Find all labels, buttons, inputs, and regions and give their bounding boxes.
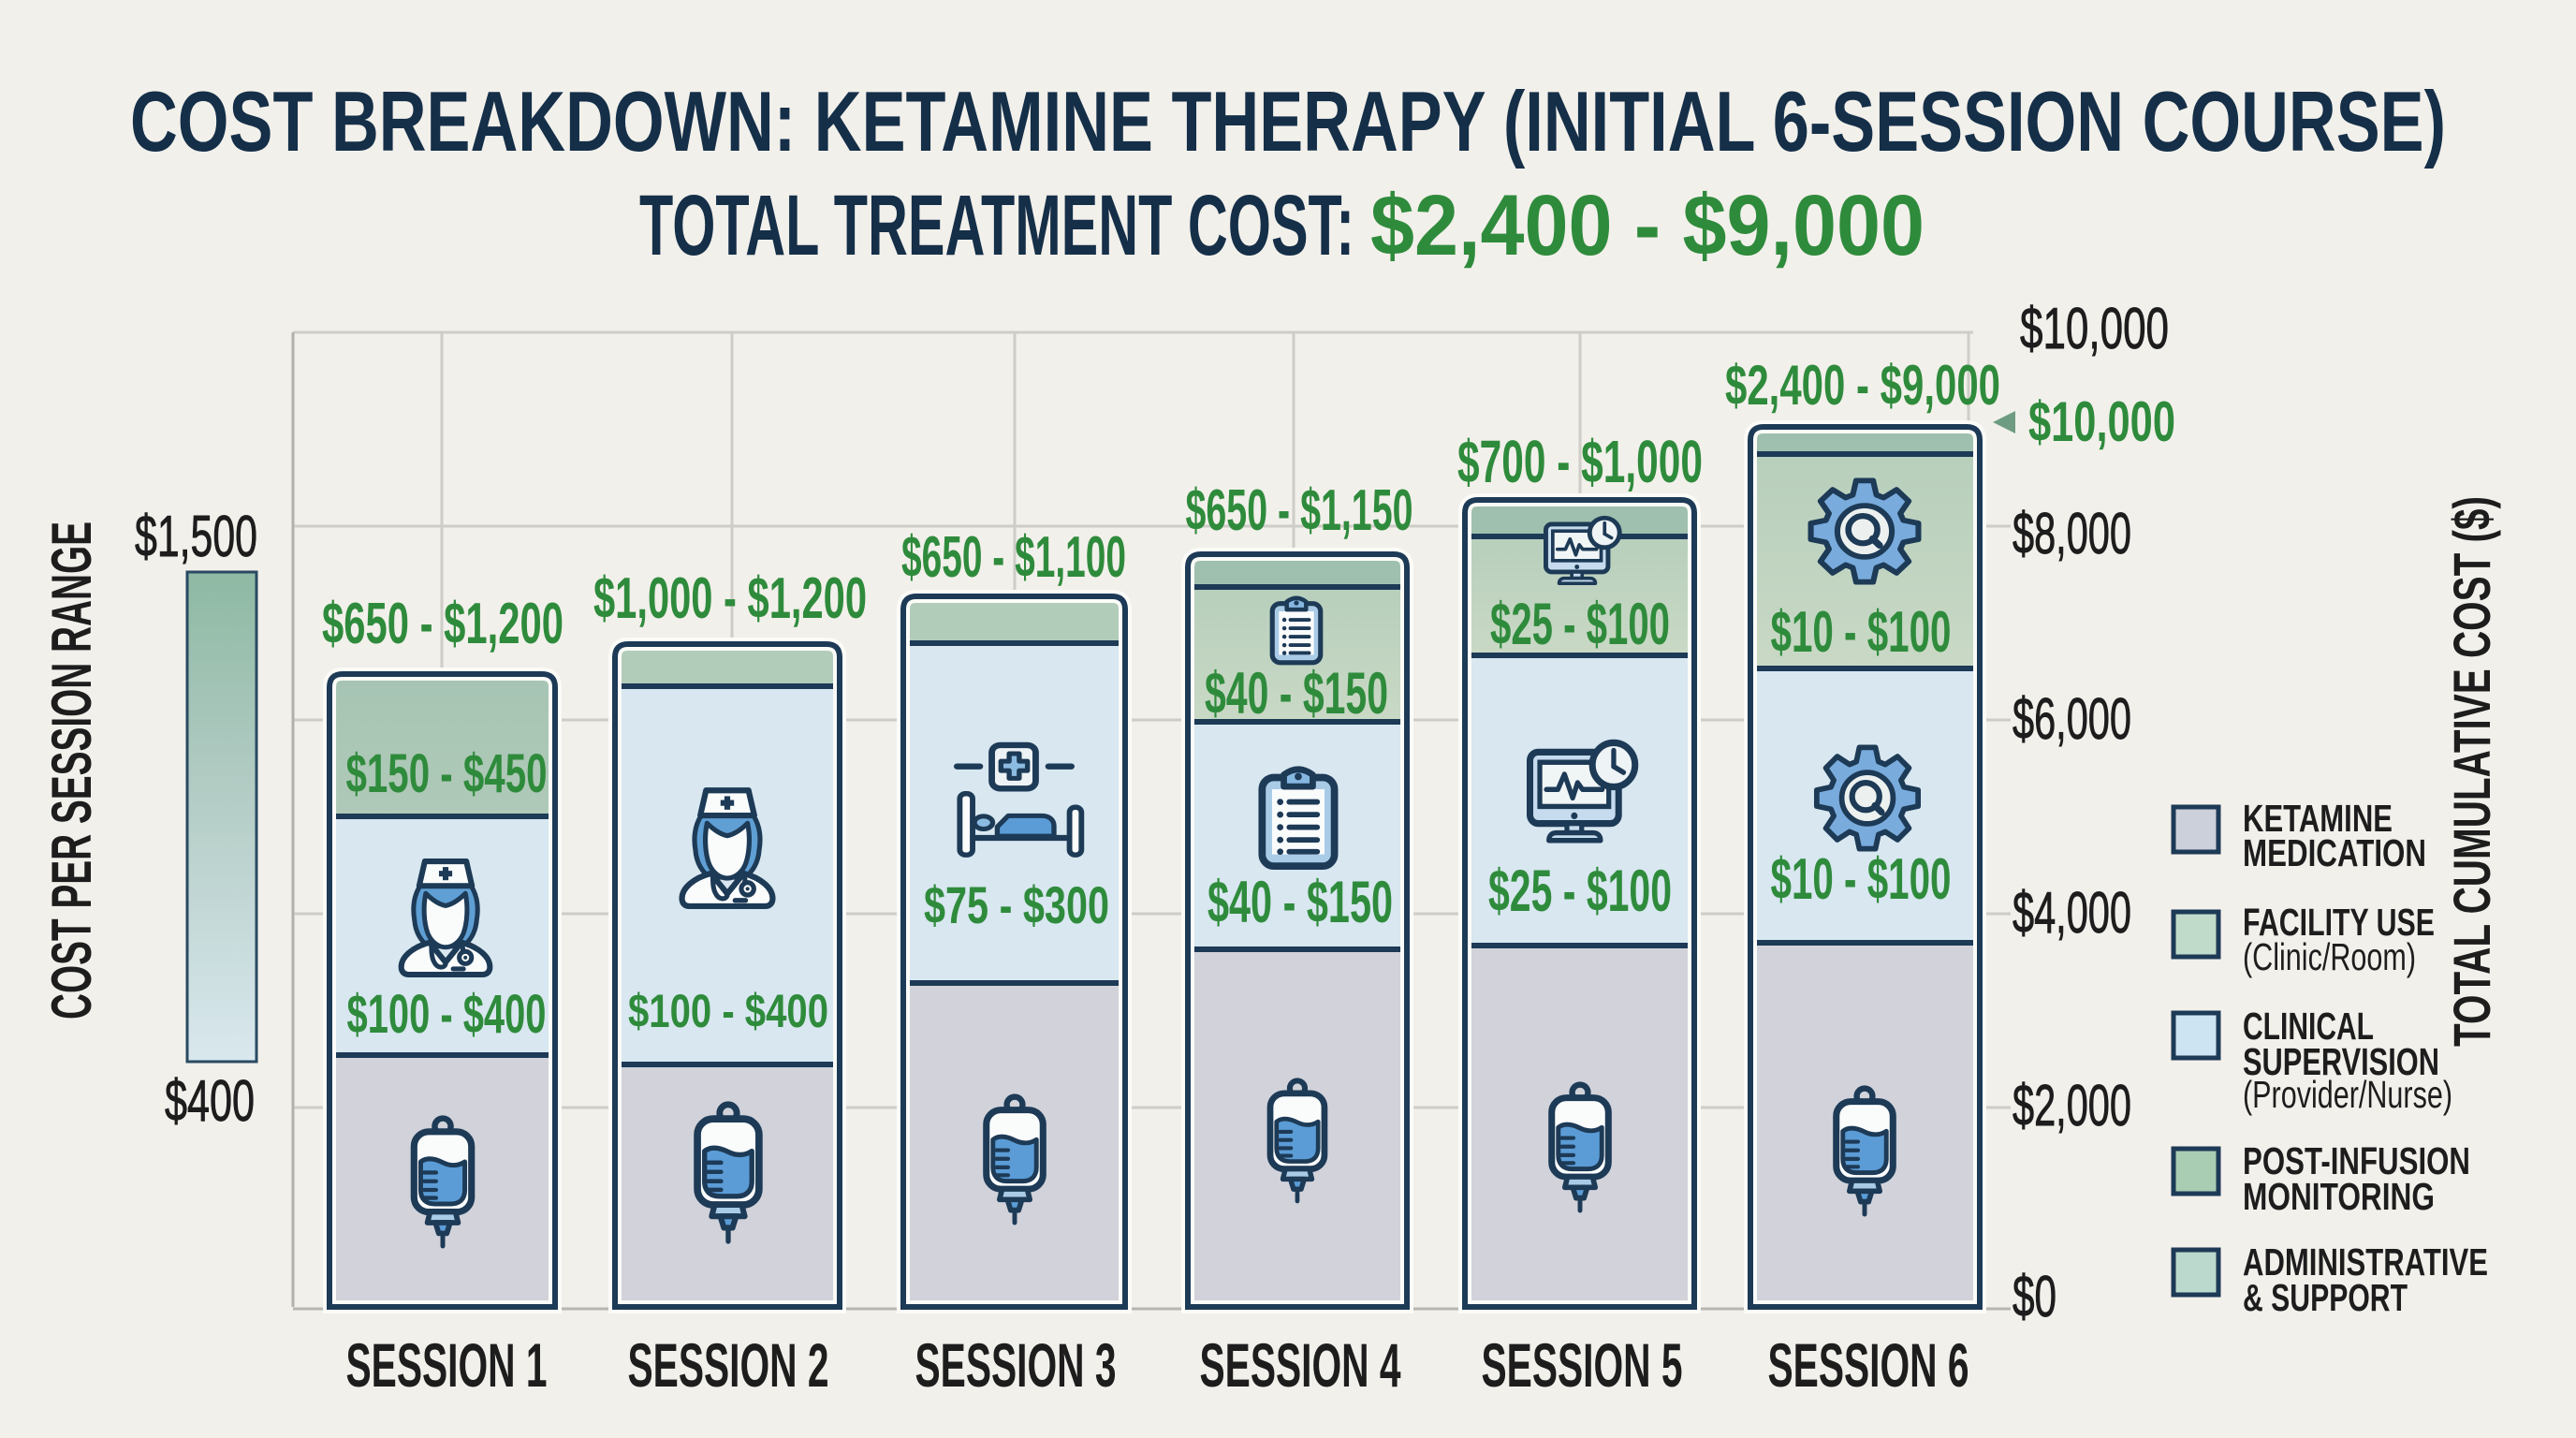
svg-text:ADMINISTRATIVE: ADMINISTRATIVE xyxy=(2243,1240,2488,1284)
svg-text:$2,400 - $9,000: $2,400 - $9,000 xyxy=(1370,178,1925,273)
svg-text:$40 - $150: $40 - $150 xyxy=(1205,661,1388,726)
svg-text:TOTAL TREATMENT COST:: TOTAL TREATMENT COST: xyxy=(639,178,1354,273)
svg-text:$10,000: $10,000 xyxy=(2028,390,2175,453)
svg-text:$10 - $100: $10 - $100 xyxy=(1771,847,1952,912)
svg-text:$400: $400 xyxy=(165,1069,255,1134)
svg-text:TOTAL CUMULATIVE COST ($): TOTAL CUMULATIVE COST ($) xyxy=(2442,496,2501,1047)
svg-text:$6,000: $6,000 xyxy=(2012,687,2131,752)
svg-text:KETAMINE: KETAMINE xyxy=(2243,797,2393,840)
svg-text:$100 - $400: $100 - $400 xyxy=(628,985,828,1037)
svg-text:SESSION 1: SESSION 1 xyxy=(346,1330,548,1400)
svg-text:$700 - $1,000: $700 - $1,000 xyxy=(1457,428,1703,495)
svg-text:$10,000: $10,000 xyxy=(2020,297,2169,361)
svg-text:$100 - $400: $100 - $400 xyxy=(347,984,547,1045)
svg-text:$1,500: $1,500 xyxy=(135,505,257,569)
svg-text:$2,400 - $9,000: $2,400 - $9,000 xyxy=(1725,354,2000,417)
svg-text:$2,000: $2,000 xyxy=(2012,1074,2131,1138)
svg-text:$650 - $1,150: $650 - $1,150 xyxy=(1186,478,1413,543)
svg-text:MONITORING: MONITORING xyxy=(2243,1175,2435,1218)
svg-text:$650 - $1,200: $650 - $1,200 xyxy=(322,592,564,656)
svg-text:$8,000: $8,000 xyxy=(2012,502,2131,566)
svg-text:POST-INFUSION: POST-INFUSION xyxy=(2243,1139,2470,1182)
svg-text:$25 - $100: $25 - $100 xyxy=(1490,592,1670,657)
svg-text:SESSION 4: SESSION 4 xyxy=(1200,1330,1401,1400)
svg-text:COST PER SESSION RANGE: COST PER SESSION RANGE xyxy=(40,521,103,1020)
svg-text:$0: $0 xyxy=(2012,1265,2056,1329)
svg-text:$75 - $300: $75 - $300 xyxy=(924,875,1109,934)
svg-text:SESSION 6: SESSION 6 xyxy=(1768,1330,1969,1400)
svg-text:& SUPPORT: & SUPPORT xyxy=(2243,1276,2408,1319)
svg-text:$4,000: $4,000 xyxy=(2012,881,2131,946)
svg-text:FACILITY USE: FACILITY USE xyxy=(2243,901,2435,944)
svg-text:SESSION 3: SESSION 3 xyxy=(915,1330,1117,1400)
svg-text:(Clinic/Room): (Clinic/Room) xyxy=(2243,935,2416,978)
svg-text:$150 - $450: $150 - $450 xyxy=(346,743,548,804)
svg-text:MEDICATION: MEDICATION xyxy=(2243,831,2426,874)
svg-text:CLINICAL: CLINICAL xyxy=(2243,1005,2374,1048)
svg-text:$40 - $150: $40 - $150 xyxy=(1208,870,1393,935)
svg-text:$650 - $1,100: $650 - $1,100 xyxy=(901,525,1126,590)
svg-text:$25 - $100: $25 - $100 xyxy=(1488,858,1672,924)
svg-text:(Provider/Nurse): (Provider/Nurse) xyxy=(2243,1073,2452,1116)
svg-text:$10 - $100: $10 - $100 xyxy=(1771,600,1952,665)
svg-text:COST BREAKDOWN: KETAMINE THERA: COST BREAKDOWN: KETAMINE THERAPY (INITIA… xyxy=(130,75,2446,169)
svg-text:SUPERVISION: SUPERVISION xyxy=(2243,1040,2439,1083)
svg-text:SESSION 5: SESSION 5 xyxy=(1482,1330,1683,1400)
svg-text:SESSION 2: SESSION 2 xyxy=(628,1330,829,1400)
svg-text:$1,000 - $1,200: $1,000 - $1,200 xyxy=(593,566,867,631)
